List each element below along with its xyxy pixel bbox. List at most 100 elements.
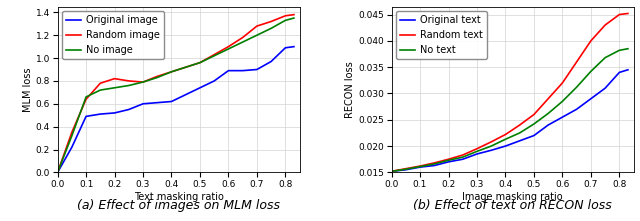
Random image (282, 14, 289, 17)
Line: No image: No image (58, 18, 294, 172)
No image (54, 171, 61, 174)
Original image (253, 68, 260, 71)
Original image (154, 101, 161, 104)
No image (239, 41, 246, 43)
Original text (502, 145, 509, 147)
No text (445, 159, 452, 162)
Random image (225, 45, 232, 48)
No text (473, 150, 481, 153)
No text (502, 138, 509, 141)
No text (530, 123, 538, 125)
Original image (182, 93, 189, 96)
Original image (268, 60, 275, 63)
No image (97, 89, 104, 91)
Random text (616, 13, 623, 16)
No image (168, 70, 175, 73)
No text (431, 163, 438, 165)
Random text (573, 61, 580, 63)
Original text (530, 134, 538, 137)
Original image (125, 108, 132, 111)
No image (211, 54, 218, 57)
Original text (459, 158, 467, 160)
No text (402, 168, 410, 171)
No image (139, 81, 147, 83)
Random image (154, 75, 161, 78)
Random text (559, 82, 566, 84)
Original text (587, 97, 595, 100)
Original image (97, 113, 104, 115)
Random image (168, 70, 175, 73)
Line: Original image: Original image (58, 47, 294, 172)
Random image (196, 61, 204, 64)
No text (573, 86, 580, 88)
X-axis label: Image masking ratio: Image masking ratio (462, 192, 563, 202)
Random image (111, 77, 118, 80)
No text (388, 170, 396, 173)
Random image (97, 82, 104, 85)
Random text (602, 24, 609, 26)
Random image (54, 171, 61, 174)
Original text (545, 124, 552, 126)
Original image (239, 69, 246, 72)
Original text (488, 149, 495, 152)
No text (545, 112, 552, 115)
Random text (516, 124, 524, 126)
No text (559, 100, 566, 103)
Random text (488, 141, 495, 143)
Random image (239, 36, 246, 39)
X-axis label: Text masking ratio: Text masking ratio (134, 192, 223, 202)
Original image (54, 171, 61, 174)
Random text (530, 113, 538, 116)
Y-axis label: MLM loss: MLM loss (23, 67, 33, 112)
Random image (290, 13, 298, 16)
Original text (416, 166, 424, 168)
Original text (445, 160, 452, 163)
Original image (68, 146, 76, 149)
Random text (473, 147, 481, 150)
Original image (111, 112, 118, 114)
Original image (290, 45, 298, 48)
Original image (168, 100, 175, 103)
Random image (268, 20, 275, 23)
No image (111, 86, 118, 89)
Random text (587, 40, 595, 42)
Original image (196, 86, 204, 89)
Legend: Original image, Random image, No image: Original image, Random image, No image (63, 11, 164, 59)
No image (182, 66, 189, 69)
Text: (b) Effect of text on RECON loss: (b) Effect of text on RECON loss (413, 199, 612, 212)
No text (616, 49, 623, 52)
No text (624, 47, 632, 50)
Y-axis label: RECON loss: RECON loss (346, 61, 355, 118)
Original text (388, 170, 396, 173)
Original image (211, 80, 218, 82)
Original image (139, 103, 147, 105)
Random text (545, 97, 552, 100)
No image (125, 84, 132, 87)
No image (282, 19, 289, 22)
No image (253, 34, 260, 36)
No text (587, 70, 595, 73)
Random image (211, 53, 218, 56)
Random text (459, 154, 467, 156)
No text (516, 131, 524, 134)
Random image (125, 80, 132, 82)
No image (268, 27, 275, 30)
No text (488, 145, 495, 147)
No image (82, 96, 90, 98)
Original text (431, 164, 438, 167)
Line: No text: No text (392, 49, 628, 171)
Random image (68, 131, 76, 134)
Random text (416, 165, 424, 167)
No image (68, 134, 76, 137)
Random text (502, 133, 509, 136)
Random text (445, 158, 452, 160)
No image (196, 61, 204, 64)
Original image (282, 46, 289, 49)
Line: Original text: Original text (392, 70, 628, 171)
Line: Random image: Random image (58, 15, 294, 172)
Text: (a) Effect of images on MLM loss: (a) Effect of images on MLM loss (77, 199, 280, 212)
No text (602, 56, 609, 59)
No text (459, 156, 467, 158)
Random text (624, 12, 632, 15)
Random image (182, 66, 189, 69)
